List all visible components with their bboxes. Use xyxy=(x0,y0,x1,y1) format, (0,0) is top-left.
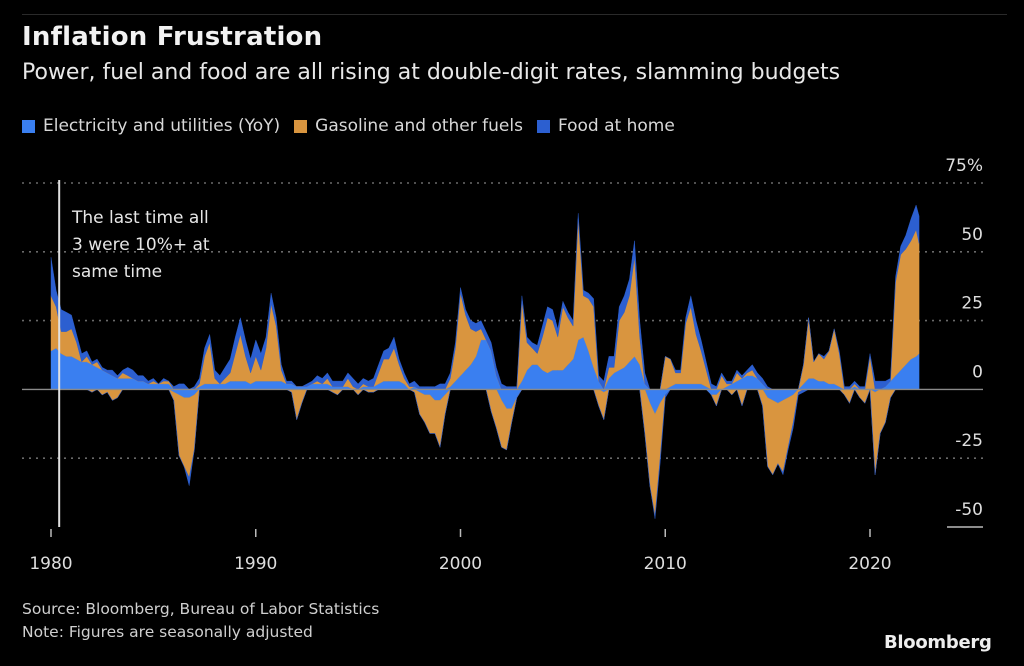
annotation-text: The last time all xyxy=(71,208,209,228)
legend-label-food: Food at home xyxy=(557,116,675,136)
legend-label-electricity: Electricity and utilities (YoY) xyxy=(43,116,281,136)
annotation-text: same time xyxy=(72,262,162,282)
legend-swatch-gasoline xyxy=(294,119,308,133)
x-axis: 1980 1990 2000 2010 2020 xyxy=(29,529,892,574)
legend-label-gasoline: Gasoline and other fuels xyxy=(315,116,523,136)
area-positive-electricity-and-utilities-yoy xyxy=(50,336,920,390)
area-positive-food-at-home xyxy=(50,204,920,390)
annotation: The last time all 3 were 10%+ at same time xyxy=(58,180,210,527)
top-rule xyxy=(22,14,1007,15)
bloomberg-logo: Bloomberg xyxy=(884,632,992,653)
x-tick-label: 2000 xyxy=(439,554,482,574)
legend-item-food: Food at home xyxy=(536,116,675,136)
x-tick-label: 1990 xyxy=(234,554,277,574)
source-note: Source: Bloomberg, Bureau of Labor Stati… xyxy=(22,598,379,644)
legend-swatch-food xyxy=(536,119,550,133)
area-negative-food-at-home xyxy=(51,388,920,519)
legend: Electricity and utilities (YoY) Gasoline… xyxy=(22,116,689,136)
annotation-text: 3 were 10%+ at xyxy=(72,235,210,255)
legend-item-electricity: Electricity and utilities (YoY) xyxy=(22,116,280,136)
area-negative-gasoline-and-other-fuels xyxy=(51,388,920,517)
y-axis: 75% 50 25 0 -25 -50 xyxy=(945,156,983,528)
y-tick-label: -25 xyxy=(955,431,983,451)
x-tick-label: 2020 xyxy=(848,554,891,574)
chart-title: Inflation Frustration xyxy=(22,22,323,52)
y-tick-label: 50 xyxy=(961,225,983,245)
chart-subtitle: Power, fuel and food are all rising at d… xyxy=(22,60,841,85)
x-tick-label: 1980 xyxy=(29,554,72,574)
y-tick-label: 0 xyxy=(972,362,983,382)
y-tick-label: -50 xyxy=(955,500,983,520)
legend-item-gasoline: Gasoline and other fuels xyxy=(294,116,523,136)
y-tick-label: 25 xyxy=(961,294,983,314)
legend-swatch-electricity xyxy=(22,119,35,133)
y-tick-label: 75% xyxy=(945,156,983,176)
source-text: Source: Bloomberg, Bureau of Labor Stati… xyxy=(22,600,380,618)
note-text: Note: Figures are seasonally adjusted xyxy=(22,623,313,641)
x-tick-label: 2010 xyxy=(644,554,687,574)
